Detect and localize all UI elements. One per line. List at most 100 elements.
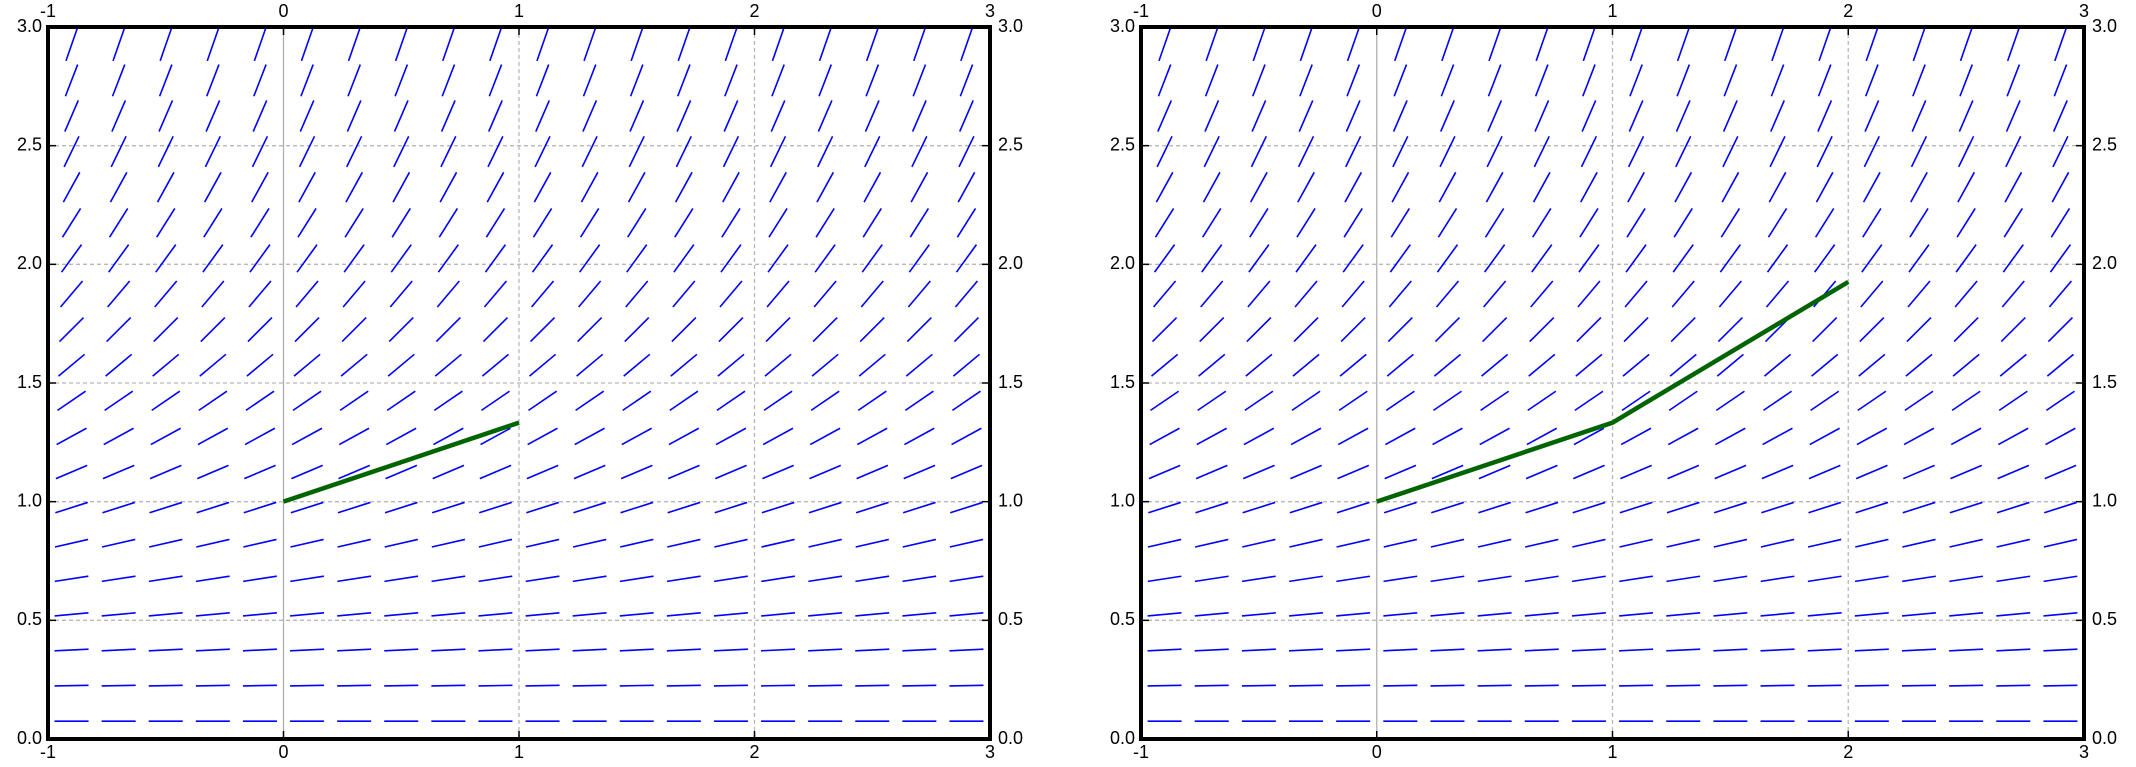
slope-segment bbox=[761, 648, 796, 652]
slope-segment bbox=[1290, 427, 1322, 446]
slope-segment bbox=[861, 244, 883, 273]
slope-segment bbox=[722, 171, 740, 203]
slope-segment bbox=[1483, 244, 1506, 273]
slope-segment bbox=[1572, 501, 1606, 514]
slope-segment bbox=[389, 280, 413, 308]
slope-segment bbox=[810, 390, 840, 412]
slope-segment bbox=[1440, 64, 1455, 97]
slope-segment bbox=[1575, 353, 1603, 377]
slope-segment bbox=[1619, 501, 1653, 514]
slope-segment bbox=[290, 612, 325, 617]
slope-segment bbox=[817, 135, 834, 168]
slope-segment bbox=[1477, 575, 1512, 583]
slope-segment bbox=[714, 501, 748, 514]
slope-segment bbox=[905, 353, 933, 377]
slope-segment bbox=[104, 390, 134, 412]
slope-segment bbox=[385, 427, 417, 446]
slope-segment bbox=[1203, 135, 1220, 168]
slope-segment bbox=[1816, 135, 1833, 168]
slope-segment bbox=[1857, 390, 1887, 412]
slope-segment bbox=[1243, 427, 1275, 446]
slope-segment bbox=[1345, 135, 1362, 168]
slope-segment bbox=[536, 28, 549, 62]
slope-segment bbox=[1525, 464, 1558, 480]
slope-segment bbox=[1488, 28, 1501, 62]
slope-segment bbox=[1996, 684, 2031, 687]
slope-segment bbox=[1532, 207, 1552, 238]
x-tick-label: 3 bbox=[2079, 742, 2089, 762]
slope-segment bbox=[1856, 427, 1888, 446]
slope-segment bbox=[299, 100, 315, 132]
slope-segment bbox=[252, 100, 268, 132]
slope-segment bbox=[620, 501, 654, 514]
slope-segment bbox=[1770, 64, 1785, 97]
slope-segment bbox=[384, 612, 419, 617]
slope-segment bbox=[1148, 464, 1181, 480]
slope-segment bbox=[195, 575, 230, 583]
slope-segment bbox=[1996, 648, 2031, 652]
x-tick-label: 1 bbox=[514, 742, 524, 762]
slope-segment bbox=[1908, 244, 1930, 273]
slope-segment bbox=[713, 612, 748, 617]
slope-segment bbox=[526, 464, 559, 480]
slope-segment bbox=[60, 244, 83, 273]
slope-segment bbox=[1817, 64, 1832, 97]
slope-segment bbox=[619, 612, 654, 617]
slope-segment bbox=[809, 427, 841, 446]
slope-segment bbox=[1861, 244, 1883, 273]
slope-segment bbox=[2002, 244, 2024, 273]
slope-segment bbox=[619, 538, 654, 548]
slope-segment bbox=[1477, 612, 1512, 617]
slope-segment bbox=[580, 171, 599, 203]
slope-segment bbox=[1524, 612, 1559, 617]
slope-segment bbox=[1245, 353, 1273, 377]
y-tick-label: 2.5 bbox=[17, 134, 42, 154]
slope-segment bbox=[1383, 538, 1418, 548]
slope-segment bbox=[196, 501, 230, 514]
slope-segment bbox=[1385, 390, 1415, 412]
slope-segment bbox=[1152, 280, 1177, 308]
slope-segment bbox=[1386, 353, 1414, 377]
slope-segment bbox=[54, 575, 89, 583]
slope-segment bbox=[1817, 100, 1833, 132]
y-tick-label: 1.0 bbox=[2092, 490, 2117, 510]
slope-segment bbox=[1809, 427, 1840, 446]
x-tick-label: 3 bbox=[2079, 1, 2089, 21]
slope-segment bbox=[1715, 427, 1746, 446]
slope-segment bbox=[1580, 171, 1598, 203]
slope-segment bbox=[525, 538, 560, 548]
slope-segment bbox=[438, 207, 459, 238]
slope-segment bbox=[673, 244, 695, 273]
slope-segment bbox=[431, 501, 465, 514]
slope-segment bbox=[572, 684, 607, 687]
slope-segment bbox=[1950, 464, 1983, 480]
slope-segment bbox=[2043, 648, 2078, 652]
slope-segment bbox=[1666, 612, 1701, 617]
slope-segment bbox=[196, 464, 229, 480]
slope-segment bbox=[863, 171, 882, 203]
slope-segment bbox=[761, 501, 795, 514]
slope-segment bbox=[205, 64, 220, 97]
slope-segment bbox=[1956, 207, 1976, 238]
slope-segment bbox=[204, 135, 221, 168]
slope-segment bbox=[1761, 501, 1794, 514]
slope-segment bbox=[61, 207, 82, 238]
slope-segment bbox=[1571, 612, 1606, 617]
slope-segment bbox=[718, 317, 744, 343]
slope-segment bbox=[2052, 100, 2068, 132]
slope-segment bbox=[1763, 390, 1793, 412]
slope-segment bbox=[1297, 135, 1315, 168]
slope-segment bbox=[388, 317, 414, 343]
slope-segment bbox=[154, 280, 178, 308]
slope-segment bbox=[431, 575, 466, 583]
slope-segment bbox=[1195, 464, 1228, 480]
slope-segment bbox=[1524, 648, 1559, 652]
slope-segment bbox=[1197, 390, 1227, 412]
slope-segment bbox=[158, 64, 173, 97]
slope-segment bbox=[619, 684, 654, 687]
slope-segment bbox=[1902, 538, 1936, 548]
slope-segment bbox=[1912, 64, 1926, 97]
x-tick-label: 0 bbox=[278, 1, 288, 21]
slope-segment bbox=[487, 100, 503, 132]
slope-segment bbox=[1194, 575, 1229, 583]
